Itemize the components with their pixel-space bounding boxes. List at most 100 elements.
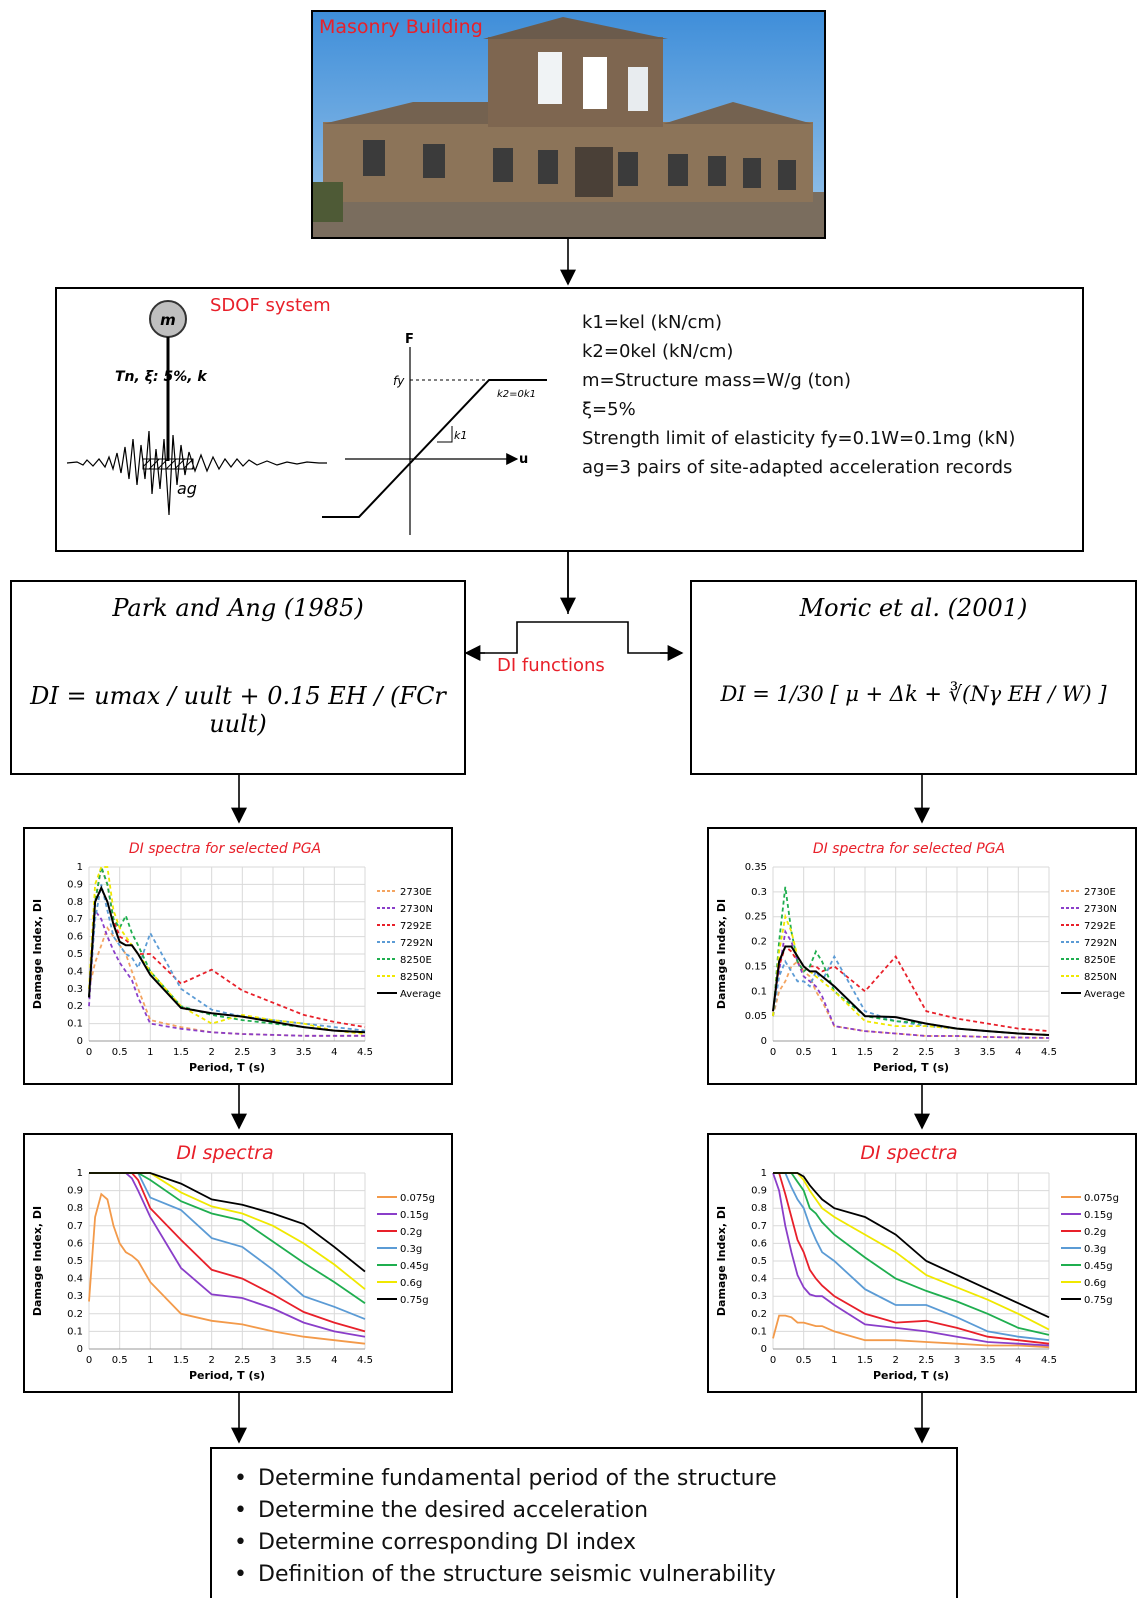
x-axis-label: Period, T (s) [189,1369,265,1382]
chart-box-pa-pga: DI spectra 0 0.5 1 1.5 2 2.5 3 3.5 4 4.5 0 0.1 0.2 0.3… [23,1133,453,1393]
x-tick-label: 0 [770,1047,776,1058]
x-tick-label: 0.5 [112,1047,128,1058]
x-tick-label: 4 [1015,1047,1021,1058]
x-tick-label: 1.5 [857,1047,873,1058]
chart-title: DI spectra [860,1142,957,1164]
series-line-2730E [772,960,1050,1039]
legend-label: 2730E [400,887,432,898]
y-axis-label: Damage Index, DI [31,1206,44,1316]
x-tick-label: 3 [954,1047,960,1058]
x-tick-label: 3.5 [980,1355,996,1366]
chart-title: DI spectra for selected PGA [129,841,321,857]
y-tick-label: 0.35 [745,862,767,873]
legend-label: 0.6g [400,1278,422,1289]
y-tick-label: 0.1 [67,1019,83,1030]
moric-formula: DI = 1/30 [ μ + Δk + ∛(Nγ EH / W) ] [720,682,1107,706]
series-line-0.3g [773,1172,1050,1342]
x-tick-label: 0.5 [796,1047,812,1058]
prop-mass: m=Structure mass=W/g (ton) [582,370,852,391]
x-tick-label: 1 [831,1355,837,1366]
y-axis-label: Damage Index, DI [715,899,728,1009]
y-tick-label: 0.6 [67,1238,83,1249]
y-tick-label: 0 [761,1344,767,1355]
x-tick-label: 2 [208,1355,214,1366]
sdof-system-box [55,287,1084,552]
park-ang-title: Park and Ang (1985) [112,594,364,622]
y-tick-label: 0.3 [67,1291,83,1302]
series-line-7292E [88,863,366,1028]
series-line-7292E [772,944,1050,1032]
x-tick-label: 0.5 [796,1355,812,1366]
y-tick-label: 0.8 [67,1203,83,1214]
y-tick-label: 0.5 [751,1256,767,1267]
y-tick-label: 0.6 [751,1238,767,1249]
step-item: Determine corresponding DI index [234,1527,956,1559]
sdof-title: SDOF system [210,295,331,316]
y-tick-label: 0.6 [67,932,83,943]
y-tick-label: 0.8 [751,1203,767,1214]
bilinear-curve [322,379,547,518]
step-item: Definition of the structure seismic vuln… [234,1559,956,1591]
legend-label: 0.75g [400,1295,429,1306]
x-tick-label: 3 [954,1355,960,1366]
chart-pa-pga: DI spectra 0 0.5 1 1.5 2 2.5 3 3.5 4 4.5 0 0.1 0.2 0.3… [31,1142,435,1382]
y-tick-label: 0.4 [751,1274,767,1285]
x-axis-label: Period, T (s) [873,1061,949,1074]
series-line-0.75g [773,1172,1050,1319]
y-tick-label: 0.3 [751,887,767,898]
y-tick-label: 0.15 [745,961,767,972]
y-tick-label: 0.7 [67,1221,83,1232]
k1-label: k1 [454,429,467,442]
building-illustration [313,12,824,237]
chart-title: DI spectra for selected PGA [813,841,1005,857]
prop-strength: Strength limit of elasticity fy=0.1W=0.1… [582,428,1016,449]
y-tick-label: 0.3 [751,1291,767,1302]
legend-label: Average [400,989,441,1000]
x-tick-label: 4 [331,1047,337,1058]
x-tick-label: 3.5 [980,1047,996,1058]
x-tick-label: 3 [270,1047,276,1058]
prop-k1: k1=kel (kN/cm) [582,312,722,333]
x-tick-label: 0 [770,1355,776,1366]
prop-damping: ξ=5% [582,399,636,420]
y-tick-label: 0.05 [745,1011,767,1022]
x-tick-label: 2 [892,1047,898,1058]
series-line-7292N [88,884,366,1032]
legend-label: 0.45g [400,1261,429,1272]
masonry-building-photo: Masonry Building [311,10,826,239]
step-item: Determine fundamental period of the stru… [234,1463,956,1495]
series-line-0.75g [89,1172,366,1273]
legend-label: 8250E [400,955,432,966]
x-tick-label: 3.5 [296,1047,312,1058]
mass-label: m [160,311,176,329]
prop-k2: k2=0kel (kN/cm) [582,341,734,362]
y-tick-label: 0.2 [751,1309,767,1320]
y-tick-label: 0.2 [67,1309,83,1320]
axis-f-label: F [405,332,414,347]
series-line-Average [88,885,366,1034]
photo-title: Masonry Building [319,16,483,38]
x-tick-label: 0 [86,1355,92,1366]
x-axis-label: Period, T (s) [873,1369,949,1382]
series-line-2730E [88,925,365,1037]
park-ang-box: Park and Ang (1985) DI = umax / uult + 0… [10,580,466,775]
chart-ma-selected: DI spectra for selected PGA 0 0.5 1 1.5 2 2.5 3… [715,841,1125,1074]
ag-label: ag [177,479,197,498]
x-tick-label: 4.5 [357,1355,373,1366]
y-tick-label: 0.8 [67,897,83,908]
x-tick-label: 4 [331,1355,337,1366]
y-tick-label: 0 [761,1036,767,1047]
legend-label: 0.15g [400,1210,429,1221]
series-line-0.075g [772,1314,1050,1349]
legend-label: 8250E [1084,955,1116,966]
series-line-0.2g [773,1172,1050,1345]
legend-label: 2730N [400,904,433,915]
series-line-8250N [88,866,366,1035]
series-line-0.3g [89,1172,366,1320]
series-line-8250E [88,863,366,1034]
series-line-8250E [772,886,1050,1036]
y-tick-label: 0 [77,1036,83,1047]
x-tick-label: 2.5 [234,1047,250,1058]
x-tick-label: 2.5 [918,1355,934,1366]
final-steps-box: Determine fundamental period of the stru… [210,1447,958,1598]
